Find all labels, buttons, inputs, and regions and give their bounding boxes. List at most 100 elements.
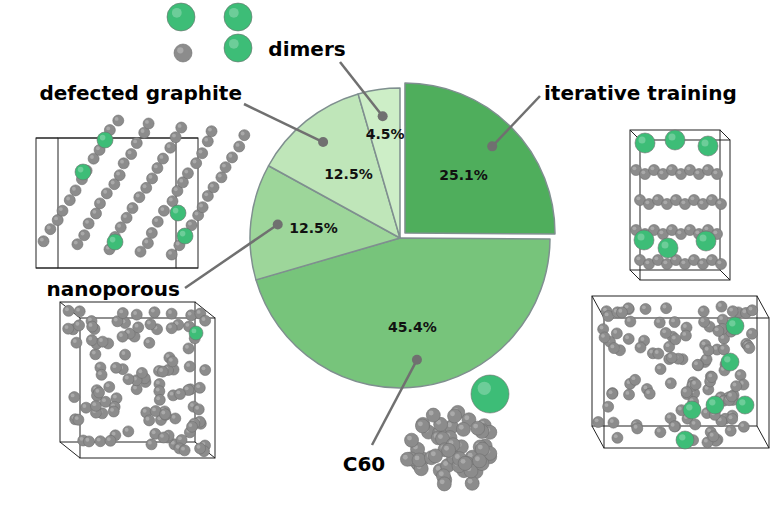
atom-sphere — [224, 34, 252, 62]
atom-sphere — [94, 198, 105, 209]
atom-sphere — [623, 333, 634, 344]
atom-shine — [97, 364, 101, 368]
atom — [415, 419, 429, 433]
atom-sphere — [706, 396, 724, 414]
atom-shine — [657, 429, 661, 433]
atom-sphere — [208, 182, 219, 193]
atom-shine — [143, 409, 147, 413]
atom — [189, 326, 203, 340]
atom — [179, 445, 190, 456]
atom — [216, 172, 227, 183]
atom-shine — [444, 446, 449, 451]
atom-shine — [178, 436, 182, 440]
atom-shine — [727, 427, 731, 431]
atom-sphere — [107, 234, 123, 250]
atom-shine — [618, 309, 622, 313]
atom-shine — [81, 232, 85, 236]
atom-sphere — [458, 456, 472, 470]
atom-shine — [717, 260, 721, 264]
atom-shine — [188, 222, 192, 226]
atom-sphere — [154, 394, 165, 405]
atom — [437, 477, 451, 491]
value-label: 25.1% — [439, 167, 488, 183]
atom-shine — [662, 329, 666, 333]
atom-shine — [222, 164, 226, 168]
atom-shine — [96, 146, 100, 150]
atom-sphere — [696, 231, 716, 251]
atom-sphere — [616, 307, 627, 318]
atom-sphere — [45, 224, 56, 235]
box-back — [604, 318, 769, 448]
atom-shine — [137, 248, 141, 252]
atom-sphere — [95, 436, 106, 447]
atom — [465, 476, 479, 490]
atom-sphere — [725, 425, 736, 436]
atom-sphere — [167, 356, 178, 367]
cell-box — [592, 296, 769, 448]
box-edge — [60, 442, 80, 458]
atom-shine — [668, 226, 672, 230]
atom-shine — [443, 461, 448, 466]
atom-shine — [659, 230, 663, 234]
atom — [104, 381, 115, 392]
atom — [670, 421, 681, 432]
atom-shine — [154, 164, 158, 168]
leader-line — [340, 62, 383, 116]
atom-shine — [692, 421, 696, 425]
atom-shine — [202, 366, 206, 370]
atom-sphere — [676, 431, 694, 449]
atom-shine — [160, 434, 164, 438]
atom-shine — [229, 8, 239, 18]
atom — [160, 409, 171, 420]
atom-shine — [677, 230, 681, 234]
atom — [174, 44, 192, 62]
atom — [635, 133, 655, 153]
atom-shine — [170, 392, 174, 396]
atom-shine — [103, 190, 107, 194]
atom-shine — [145, 120, 149, 124]
atom — [123, 374, 134, 385]
atom-sphere — [661, 303, 672, 314]
atom-sphere — [86, 335, 97, 346]
atom-shine — [418, 421, 423, 426]
atom-sphere — [177, 228, 193, 244]
atom-shine — [161, 411, 165, 415]
atom-shine — [143, 184, 147, 188]
atom-shine — [708, 256, 712, 260]
atom-shine — [700, 235, 707, 242]
atom-shine — [748, 330, 752, 334]
atom — [123, 426, 134, 437]
atom — [166, 323, 177, 334]
atom-sphere — [726, 391, 737, 402]
atom — [166, 249, 177, 260]
category-label: nanoporous — [46, 277, 180, 301]
atom-shine — [218, 174, 222, 178]
leader-dot — [318, 137, 328, 147]
atom — [655, 364, 666, 375]
atom-sphere — [105, 435, 116, 446]
atom-shine — [119, 309, 123, 313]
atom — [176, 122, 187, 133]
box-edge — [720, 270, 730, 280]
atom-sphere — [142, 238, 153, 249]
atom — [616, 307, 627, 318]
atom — [726, 317, 744, 335]
atom-shine — [613, 330, 617, 334]
atom — [95, 436, 106, 447]
atom-shine — [632, 376, 636, 380]
atom-sphere — [706, 372, 717, 383]
atom — [142, 238, 153, 249]
atom-sphere — [141, 182, 152, 193]
atom-shine — [642, 305, 646, 309]
atom — [57, 205, 68, 216]
atom — [191, 158, 202, 169]
atom — [630, 374, 641, 385]
atom — [75, 164, 91, 180]
atom — [113, 115, 124, 126]
atom-shine — [112, 364, 116, 368]
atom-shine — [690, 196, 694, 200]
atom-shine — [703, 356, 707, 360]
atom-shine — [632, 226, 636, 230]
atom — [170, 132, 181, 143]
atom-sphere — [669, 421, 680, 432]
